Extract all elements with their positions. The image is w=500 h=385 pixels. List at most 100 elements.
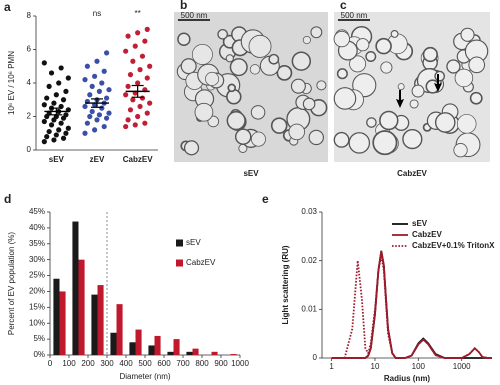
data-point <box>127 107 134 113</box>
vesicle <box>365 51 377 62</box>
y-tick-label: 2 <box>27 112 32 121</box>
vesicle <box>308 129 324 146</box>
x-tick-label: 600 <box>157 359 171 368</box>
vesicle <box>205 71 220 86</box>
bar <box>211 351 218 355</box>
data-point <box>53 132 59 138</box>
bar <box>116 304 123 355</box>
data-point <box>63 88 69 94</box>
y-tick-label: 5% <box>33 334 45 343</box>
panel-label: d <box>4 192 11 206</box>
data-point <box>46 83 52 89</box>
vesicle <box>316 80 327 91</box>
y-tick-label: 8 <box>27 11 32 20</box>
bar <box>129 342 136 355</box>
bar <box>78 259 85 355</box>
data-point <box>65 125 71 131</box>
data-point <box>60 97 67 103</box>
vesicle <box>348 132 371 154</box>
significance: ** <box>135 9 141 18</box>
vesicle <box>380 61 393 74</box>
panel-label: c <box>340 0 347 12</box>
data-point <box>106 87 112 93</box>
y-tick-label: 45% <box>29 207 45 216</box>
y-tick-label: 0.01 <box>301 304 317 313</box>
panel-label: a <box>4 0 11 14</box>
y-tick-label: 6 <box>27 45 32 54</box>
vesicle <box>226 88 242 105</box>
bar <box>230 354 237 355</box>
data-point <box>125 83 131 89</box>
vesicle <box>434 112 456 133</box>
data-point <box>99 80 105 86</box>
data-point <box>139 95 146 101</box>
bar <box>148 345 155 355</box>
x-tick-label: CabzEV <box>123 155 153 164</box>
data-point <box>101 68 107 74</box>
vesicle <box>333 131 350 148</box>
vesicle <box>270 117 288 134</box>
x-tick-label: 500 <box>138 359 152 368</box>
x-tick-label: 200 <box>81 359 95 368</box>
x-axis-title: Radius (nm) <box>384 374 431 383</box>
data-point <box>144 75 150 81</box>
data-point <box>127 72 134 78</box>
data-point <box>123 123 129 130</box>
vesicle <box>390 30 399 38</box>
data-point <box>84 63 90 69</box>
data-point <box>53 92 59 98</box>
y-tick-label: 0% <box>33 350 45 359</box>
data-point <box>147 100 153 106</box>
data-point <box>44 134 50 140</box>
scale-bar-label: 500 nm <box>181 11 208 20</box>
x-tick-label: sEV <box>49 155 65 164</box>
vesicle <box>379 110 399 131</box>
data-point <box>135 30 141 36</box>
vesicle <box>333 30 350 48</box>
vesicle <box>375 37 392 55</box>
vesicle <box>248 34 272 58</box>
data-point <box>106 110 112 116</box>
data-point <box>87 92 93 98</box>
data-point <box>147 63 153 69</box>
bar <box>53 278 60 355</box>
data-point <box>125 117 131 123</box>
data-point <box>41 60 47 66</box>
x-tick-label: 10 <box>371 362 380 371</box>
data-point <box>58 120 64 126</box>
vesicle <box>250 105 266 120</box>
data-point <box>56 80 62 86</box>
data-point <box>82 77 88 83</box>
data-point <box>89 108 95 115</box>
vesicle <box>229 58 248 77</box>
vesicle <box>366 117 377 128</box>
vesicle <box>397 83 405 91</box>
vesicle <box>250 131 266 147</box>
x-tick-label: 100 <box>412 362 426 371</box>
legend-swatch <box>176 239 183 247</box>
bar <box>97 285 104 355</box>
y-tick-label: 20% <box>29 287 45 296</box>
legend-label: CabzEV <box>186 258 216 267</box>
data-point <box>60 135 67 141</box>
vesicle <box>268 53 280 65</box>
y-tick-label: 25% <box>29 271 45 280</box>
y-axis-title: 10⁶ EV / 10⁶ PMN <box>7 51 16 115</box>
y-tick-label: 40% <box>29 223 45 232</box>
data-point <box>104 95 110 101</box>
data-point <box>142 38 148 44</box>
data-point <box>135 113 141 120</box>
data-point <box>101 123 107 130</box>
x-tick-label: 1 <box>329 362 334 371</box>
vesicle <box>372 130 398 156</box>
bar <box>167 351 174 355</box>
scale-bar-label: 500 nm <box>341 11 368 20</box>
vesicle <box>434 70 446 82</box>
panel-label: b <box>180 0 187 12</box>
x-tick-label: 0 <box>48 359 53 368</box>
data-point <box>48 70 55 76</box>
bar <box>186 351 193 355</box>
y-tick-label: 10% <box>29 318 45 327</box>
vesicle <box>249 64 261 75</box>
